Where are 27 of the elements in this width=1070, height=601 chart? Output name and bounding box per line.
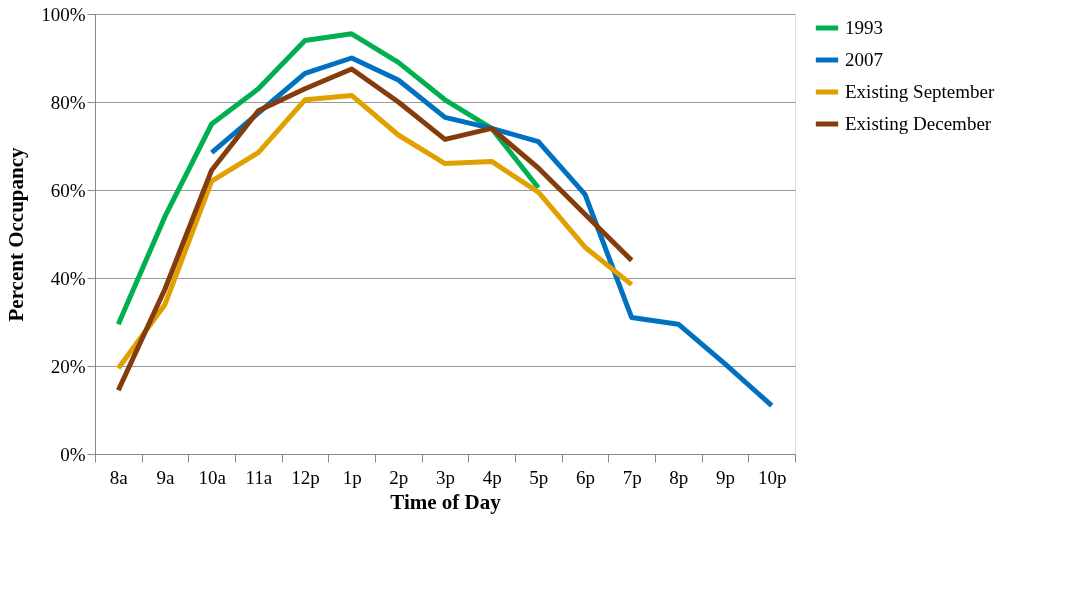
y-tick-label: 60% [50, 179, 86, 201]
x-tick-label: 2p [389, 466, 409, 488]
x-tick-label: 8a [109, 466, 129, 488]
x-tick-label: 5p [529, 466, 549, 488]
x-tick-label: 12p [291, 466, 320, 488]
x-tick-label: 10p [757, 466, 787, 488]
y-tick-label: 20% [50, 355, 86, 377]
y-tick-label: 80% [50, 91, 86, 113]
x-tick-label: 8p [669, 466, 689, 488]
x-tick-label: 3p [436, 466, 455, 488]
x-tick-label: 9p [716, 466, 735, 488]
x-tick-label: 11a [245, 466, 273, 488]
y-axis-title: Percent Occupancy [4, 147, 29, 322]
y-tick-label: 40% [50, 267, 86, 289]
legend-label: Existing September [845, 81, 996, 102]
legend-label: Existing December [845, 113, 992, 134]
x-tick-label: 10a [198, 466, 227, 488]
x-tick-label: 6p [576, 466, 595, 488]
x-tick-label: 7p [622, 466, 642, 488]
y-tick-label: 0% [60, 443, 86, 465]
y-tick-label: 100% [41, 3, 86, 25]
legend-label: 2007 [845, 49, 883, 70]
legend-label: 1993 [845, 17, 883, 38]
x-tick-label: 4p [482, 466, 502, 488]
x-tick-label: 1p [342, 466, 362, 488]
x-axis-title: Time of Day [390, 489, 502, 514]
x-tick-label: 9a [156, 466, 176, 488]
